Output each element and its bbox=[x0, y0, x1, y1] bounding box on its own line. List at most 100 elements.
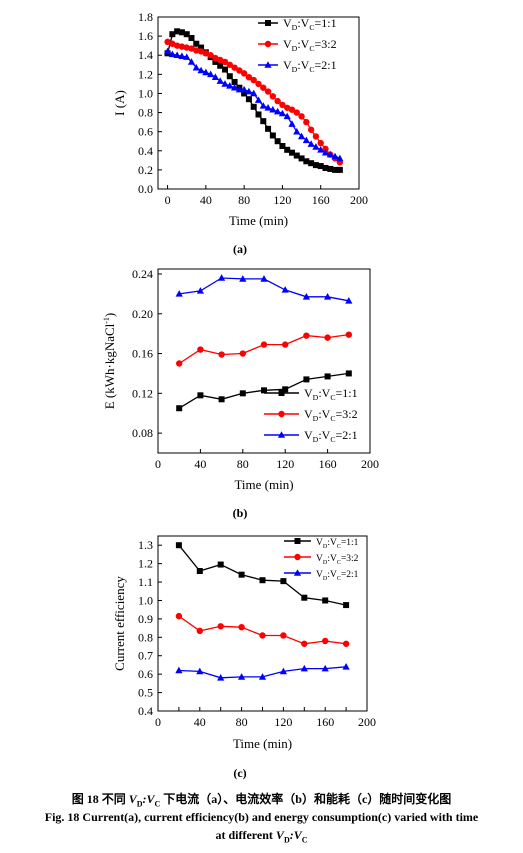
data-point bbox=[202, 68, 210, 76]
data-point bbox=[300, 664, 308, 672]
y-tick-label: 0.6 bbox=[138, 667, 153, 681]
legend-label-v1: V bbox=[304, 407, 313, 421]
data-point bbox=[175, 542, 182, 549]
legend-label-sub1: D bbox=[292, 44, 298, 53]
x-tick-label: 160 bbox=[316, 715, 334, 729]
data-point bbox=[345, 370, 352, 377]
x-tick-label: 200 bbox=[350, 193, 368, 207]
legend-marker bbox=[293, 569, 302, 576]
data-point bbox=[269, 105, 277, 113]
data-point bbox=[274, 107, 282, 115]
caption-en-sub2: C bbox=[301, 835, 308, 845]
series-1 bbox=[175, 542, 350, 609]
data-point bbox=[312, 162, 319, 169]
data-point bbox=[238, 673, 246, 680]
data-point bbox=[221, 58, 229, 66]
data-point bbox=[250, 103, 257, 110]
caption-cn-v2: V bbox=[146, 792, 155, 806]
y-tick-label: 0.24 bbox=[132, 267, 153, 281]
data-point bbox=[260, 118, 267, 125]
legend-label-sub1: D bbox=[323, 560, 328, 566]
data-point bbox=[345, 297, 353, 304]
legend-label-sub1: D bbox=[313, 393, 319, 402]
data-point bbox=[196, 667, 204, 675]
caption-cn-sub2: C bbox=[154, 799, 161, 809]
data-point bbox=[231, 64, 238, 71]
y-tick-label: 0.4 bbox=[138, 704, 153, 718]
data-point bbox=[288, 106, 296, 113]
legend-label: VD:VC=1:1 bbox=[304, 386, 358, 402]
panel-label: (c) bbox=[233, 766, 246, 780]
data-point bbox=[230, 83, 239, 91]
data-point bbox=[259, 102, 267, 109]
data-point bbox=[239, 275, 247, 282]
data-point bbox=[317, 139, 324, 147]
y-tick-label: 1.3 bbox=[138, 538, 153, 552]
legend-label-v2: :V bbox=[327, 554, 337, 564]
caption-en-prefix: at different bbox=[215, 828, 276, 842]
legend-label-v1: V bbox=[283, 16, 292, 30]
data-point bbox=[342, 662, 350, 670]
data-point bbox=[250, 76, 257, 84]
y-tick-label: 0.5 bbox=[138, 686, 153, 700]
data-point bbox=[175, 612, 183, 620]
data-point bbox=[303, 118, 310, 126]
data-point bbox=[317, 146, 325, 153]
data-point bbox=[183, 53, 191, 60]
legend-label: VD:VC=1:1 bbox=[283, 16, 337, 32]
legend-marker bbox=[278, 410, 285, 418]
legend-label-v1: V bbox=[316, 538, 323, 548]
data-point bbox=[336, 166, 343, 173]
data-point bbox=[255, 111, 262, 118]
x-axis-label: Time (min) bbox=[229, 213, 288, 228]
data-point bbox=[308, 160, 315, 167]
y-tick-label: 1.8 bbox=[138, 10, 153, 24]
series-1 bbox=[164, 28, 343, 173]
caption-cn-prefix: 图 18 不同 bbox=[71, 792, 129, 806]
caption-en-colon: : bbox=[289, 828, 294, 842]
data-point bbox=[175, 290, 183, 297]
data-point bbox=[345, 331, 352, 338]
y-tick-label: 0.8 bbox=[138, 106, 153, 120]
data-point bbox=[260, 341, 268, 348]
data-point bbox=[254, 96, 263, 103]
y-tick-label: 0.08 bbox=[132, 426, 153, 440]
data-point bbox=[293, 152, 300, 159]
legend-label-sub1: D bbox=[292, 23, 298, 32]
data-point bbox=[212, 54, 219, 62]
data-point bbox=[332, 166, 339, 173]
x-tick-label: 80 bbox=[238, 193, 250, 207]
legend-label-v1: V bbox=[283, 58, 292, 72]
legend-label-sub2: C bbox=[337, 544, 341, 550]
data-point bbox=[218, 396, 225, 403]
legend-label-ratio: =2:1 bbox=[336, 428, 358, 442]
data-point bbox=[202, 50, 210, 57]
series-2 bbox=[176, 331, 352, 367]
data-point bbox=[312, 143, 320, 150]
caption-cn-v1: V bbox=[128, 792, 137, 806]
data-point bbox=[322, 164, 329, 171]
legend-label-v1: V bbox=[304, 428, 313, 442]
data-point bbox=[168, 50, 176, 58]
data-point bbox=[278, 109, 287, 117]
series-line bbox=[178, 333, 349, 365]
data-point bbox=[241, 90, 248, 97]
data-point bbox=[197, 48, 205, 55]
y-tick-label: 0.4 bbox=[138, 144, 153, 158]
data-point bbox=[221, 80, 229, 87]
data-point bbox=[236, 67, 243, 74]
data-point bbox=[217, 561, 224, 568]
data-point bbox=[196, 627, 203, 635]
x-tick-label: 200 bbox=[358, 715, 376, 729]
data-point bbox=[174, 28, 181, 35]
data-point bbox=[196, 568, 203, 574]
y-tick-label: 0.20 bbox=[132, 307, 153, 321]
legend-label-ratio: =3:2 bbox=[341, 554, 359, 564]
legend-label-v2: :V bbox=[327, 538, 337, 548]
data-point bbox=[211, 73, 220, 80]
plot-frame bbox=[157, 16, 360, 190]
legend-label-v2: :V bbox=[318, 386, 330, 400]
data-point bbox=[261, 387, 267, 394]
y-axis-label-close: ) bbox=[102, 313, 117, 317]
data-point bbox=[322, 597, 329, 604]
